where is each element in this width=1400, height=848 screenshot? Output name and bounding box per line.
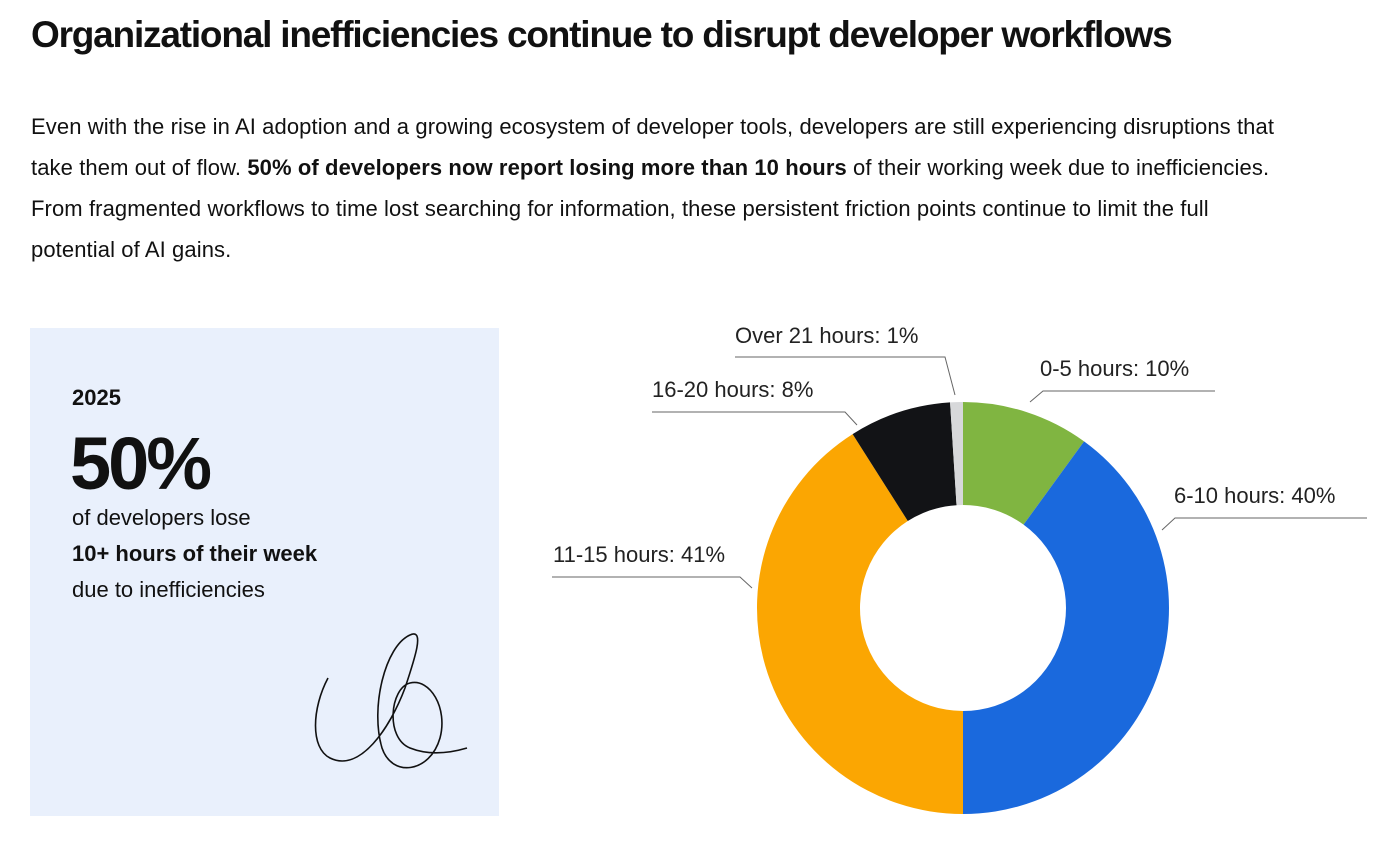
stat-year: 2025 (72, 385, 121, 410)
intro-text: of their working week due to inefficienc… (31, 155, 1270, 262)
donut-slice (852, 402, 957, 522)
leader-line (1161, 517, 1367, 531)
signature-stroke (314, 633, 468, 769)
donut-slice (757, 434, 963, 814)
donut-slice (963, 402, 1085, 525)
stat-line: 10+ hours of their week (72, 541, 318, 566)
stat-line: of developers lose (72, 505, 251, 530)
leader-line (735, 356, 956, 396)
donut-slice (963, 441, 1169, 814)
slice-label: 16-20 hours: 8% (652, 377, 813, 402)
leader-line (552, 576, 753, 589)
donut-slice (950, 402, 963, 506)
leader-line (1029, 390, 1215, 403)
signature (314, 633, 468, 769)
leader-line (652, 411, 858, 426)
title: Organizational inefficiencies continue t… (31, 14, 1173, 55)
slice-label: 11-15 hours: 41% (553, 542, 725, 567)
stat-figure: 50% (70, 422, 212, 505)
stat-line: due to inefficiencies (72, 577, 265, 602)
slice-label: 0-5 hours: 10% (1040, 356, 1189, 381)
intro-highlight: 50% of developers now report losing more… (247, 155, 847, 180)
stat-card: 2025 50% of developers lose 10+ hours of… (30, 328, 499, 816)
slice-label: Over 21 hours: 1% (735, 323, 918, 348)
slice-label: 6-10 hours: 40% (1174, 483, 1335, 508)
intro-paragraph: Even with the rise in AI adoption and a … (31, 106, 1296, 270)
intro-text: Even with the rise in AI adoption and a … (31, 114, 1275, 180)
